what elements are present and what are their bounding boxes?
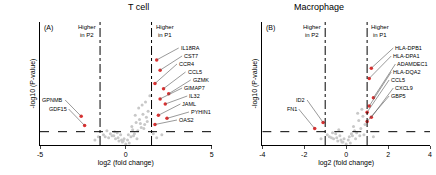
- svg-text:5: 5: [210, 151, 214, 158]
- svg-text:0: 0: [124, 151, 128, 158]
- svg-text:(B): (B): [266, 24, 275, 32]
- svg-text:Higherin P1: Higherin P1: [156, 24, 174, 38]
- svg-text:HLA-DQA2: HLA-DQA2: [393, 69, 421, 75]
- svg-text:0: 0: [344, 151, 348, 158]
- svg-text:CCL5: CCL5: [391, 77, 405, 83]
- svg-text:ADAMDEC1: ADAMDEC1: [397, 61, 428, 67]
- svg-text:GPNMB: GPNMB: [42, 97, 63, 103]
- svg-text:(A): (A): [44, 24, 53, 32]
- svg-text:Higherin P2: Higherin P2: [303, 24, 321, 38]
- svg-text:log2 (fold change): log2 (fold change): [318, 159, 374, 167]
- svg-text:JAML: JAML: [182, 101, 196, 107]
- svg-text:HLA-DPA1: HLA-DPA1: [393, 53, 420, 59]
- svg-text:-2: -2: [301, 151, 307, 158]
- svg-text:GBP5: GBP5: [391, 93, 406, 99]
- svg-text:OAS2: OAS2: [179, 117, 194, 123]
- svg-text:IL32: IL32: [189, 93, 200, 99]
- svg-text:CXCL9: CXCL9: [395, 85, 413, 91]
- svg-text:4: 4: [428, 151, 432, 158]
- svg-text:T cell: T cell: [128, 2, 149, 12]
- svg-text:ID2: ID2: [296, 97, 305, 103]
- svg-text:-log10 (P-value): -log10 (P-value): [29, 59, 37, 109]
- svg-text:Macrophage: Macrophage: [294, 2, 344, 12]
- svg-text:HLA-DPB1: HLA-DPB1: [395, 45, 422, 51]
- svg-text:GDF15: GDF15: [49, 106, 67, 112]
- svg-text:GZMK: GZMK: [193, 77, 209, 83]
- svg-text:Higherin P1: Higherin P1: [371, 24, 389, 38]
- svg-text:GIMAP7: GIMAP7: [184, 85, 205, 91]
- svg-text:CCR4: CCR4: [179, 61, 194, 67]
- svg-text:FN1: FN1: [287, 106, 297, 112]
- svg-text:log2 (fold change): log2 (fold change): [98, 159, 154, 167]
- svg-text:PYHIN1: PYHIN1: [191, 109, 211, 115]
- svg-text:CST7: CST7: [184, 53, 198, 59]
- svg-text:2: 2: [386, 151, 390, 158]
- svg-text:-log10 (P-value): -log10 (P-value): [251, 59, 259, 109]
- svg-text:-5: -5: [37, 151, 43, 158]
- svg-text:-4: -4: [259, 151, 265, 158]
- svg-text:Higherin P2: Higherin P2: [78, 24, 96, 38]
- svg-text:IL18RA: IL18RA: [181, 45, 200, 51]
- svg-text:CCL5: CCL5: [188, 69, 202, 75]
